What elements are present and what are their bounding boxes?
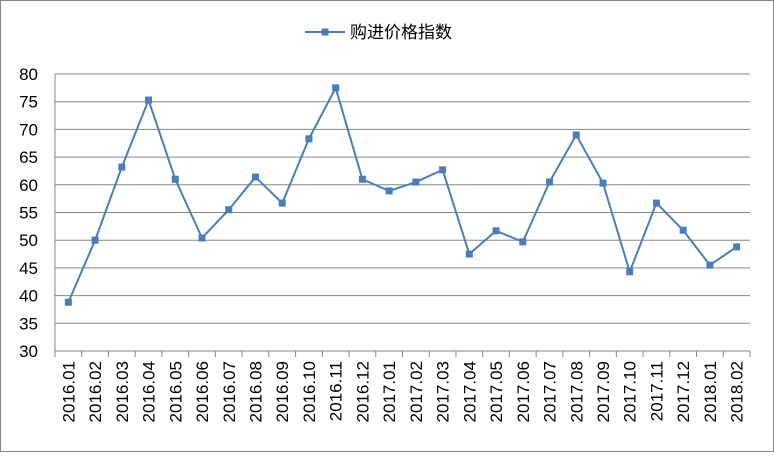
x-tick-label: 2016.12	[353, 361, 372, 422]
x-tick-label: 2017.09	[594, 361, 613, 422]
legend-label: 购进价格指数	[350, 23, 452, 42]
x-tick-label: 2016.01	[59, 361, 78, 422]
point	[198, 234, 206, 242]
x-tick-label: 2017.11	[647, 361, 666, 421]
point	[733, 243, 741, 251]
point	[358, 175, 366, 183]
legend-marker	[321, 28, 329, 36]
point	[251, 173, 259, 181]
x-tick-label: 2016.02	[86, 361, 105, 422]
x-tick-label: 2016.05	[166, 361, 185, 422]
point	[706, 261, 714, 269]
x-tick-label: 2017.06	[514, 361, 533, 422]
point	[439, 166, 447, 174]
point	[412, 178, 420, 186]
y-tick-label: 45	[19, 259, 38, 278]
y-tick-label: 75	[19, 93, 38, 112]
x-tick-label: 2017.04	[460, 361, 479, 422]
x-tick-label: 2017.01	[380, 361, 399, 422]
x-tick-label: 2017.12	[674, 361, 693, 422]
point	[305, 135, 313, 143]
x-tick-label: 2017.03	[434, 361, 453, 422]
x-tick-label: 2017.05	[487, 361, 506, 422]
x-tick-label: 2017.10	[621, 361, 640, 422]
point	[652, 199, 660, 207]
point	[465, 250, 473, 258]
point	[546, 178, 554, 186]
x-tick-label: 2016.10	[300, 361, 319, 422]
series-line	[67, 85, 738, 303]
y-tick-label: 80	[19, 65, 38, 84]
point	[91, 236, 99, 244]
point	[278, 199, 286, 207]
point	[599, 179, 607, 187]
point	[492, 227, 500, 235]
y-tick-label: 60	[19, 176, 38, 195]
x-tick-label: 2016.03	[113, 361, 132, 422]
point	[118, 163, 126, 171]
x-tick-label: 2016.11	[327, 361, 346, 421]
x-tick-label: 2017.08	[567, 361, 586, 422]
y-tick-label: 35	[19, 314, 38, 333]
point	[171, 175, 179, 183]
y-tick-label: 30	[19, 342, 38, 361]
point	[145, 96, 153, 104]
x-tick-label: 2018.01	[701, 361, 720, 422]
x-tick-label: 2016.06	[193, 361, 212, 422]
point	[64, 298, 72, 306]
x-tick-label: 2016.07	[220, 361, 239, 422]
x-tick-label: 2017.07	[541, 361, 560, 422]
y-tick-label: 40	[19, 287, 38, 306]
y-tick-label: 70	[19, 120, 38, 139]
point	[626, 268, 634, 276]
y-tick-label: 50	[19, 231, 38, 250]
y-tick-label: 55	[19, 204, 38, 223]
x-tick-label: 2016.08	[246, 361, 265, 422]
point	[332, 84, 340, 92]
point	[572, 131, 580, 139]
point	[225, 206, 233, 214]
point	[519, 238, 527, 246]
y-tick-label: 65	[19, 148, 38, 167]
x-tick-label: 2016.04	[140, 361, 159, 422]
x-tick-label: 2016.09	[273, 361, 292, 422]
point	[679, 226, 687, 234]
x-tick-label: 2018.02	[728, 361, 747, 422]
point	[385, 187, 393, 195]
x-tick-label: 2017.02	[407, 361, 426, 422]
